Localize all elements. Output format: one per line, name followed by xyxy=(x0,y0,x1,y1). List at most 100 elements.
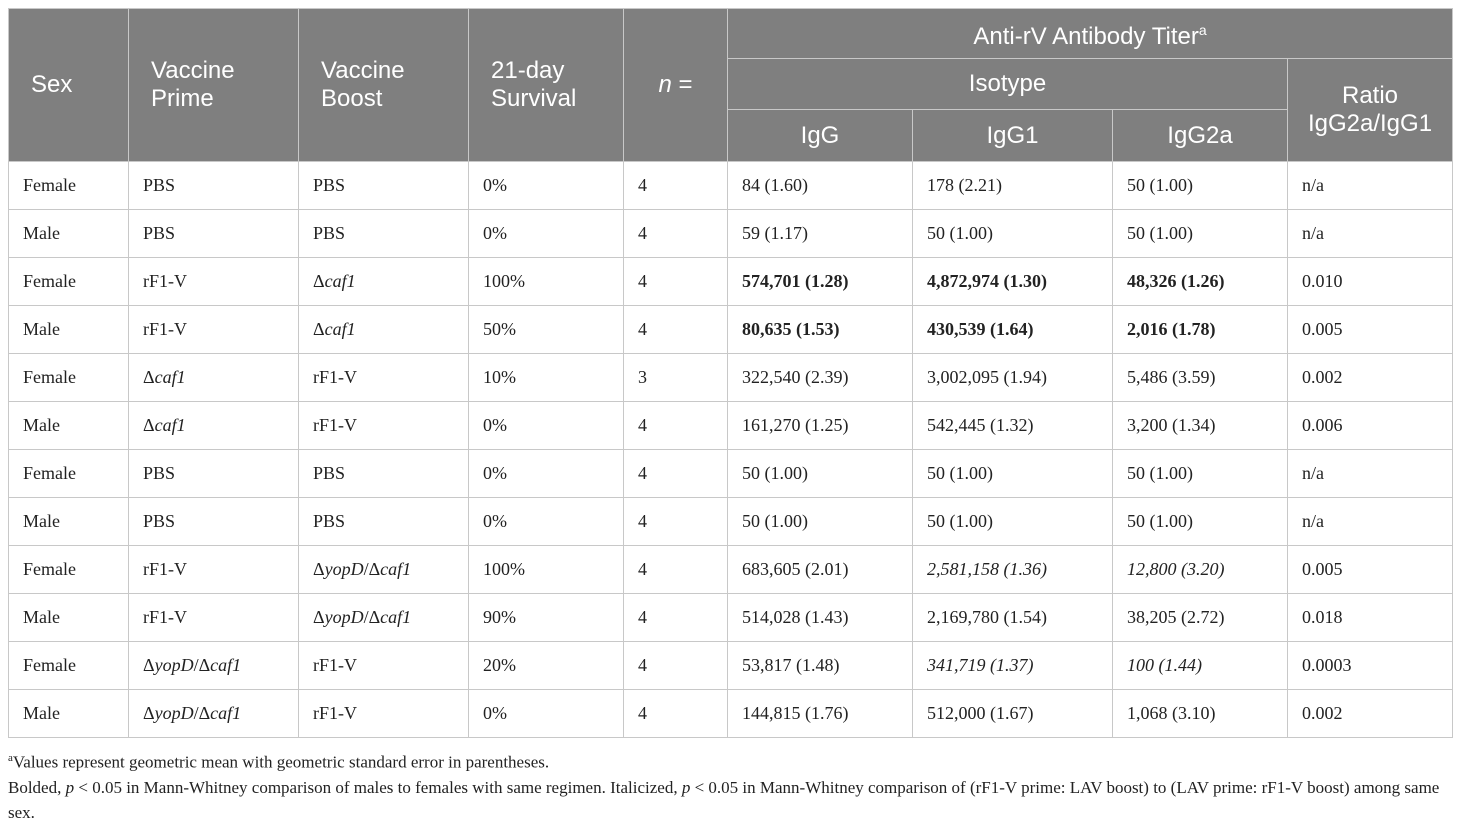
cell-n: 4 xyxy=(623,209,728,258)
cell-sex: Female xyxy=(8,641,129,690)
cell-igg1: 4,872,974 (1.30) xyxy=(912,257,1113,306)
table-row: Female rF1-V ΔyopD/Δcaf1 100% 4 683,605 (2.01… xyxy=(8,545,1454,594)
table-row: Female Δcaf1 rF1-V 10% 3 322,540 (2.39) 3,002,… xyxy=(8,353,1454,402)
cell-ratio: n/a xyxy=(1286,497,1454,546)
cell-igg1: 2,169,780 (1.54) xyxy=(912,593,1113,642)
cell-n: 4 xyxy=(623,305,728,354)
cell-prime: rF1-V xyxy=(128,545,299,594)
cell-igg1: 178 (2.21) xyxy=(912,161,1113,210)
cell-igg: 84 (1.60) xyxy=(727,161,913,210)
footnote-significance: Bolded, p < 0.05 in Mann-Whitney compari… xyxy=(8,777,1440,822)
header-n: n = xyxy=(623,8,728,162)
cell-survival: 10% xyxy=(468,353,624,402)
cell-igg1: 50 (1.00) xyxy=(912,449,1113,498)
table-row: Male rF1-V Δcaf1 50% 4 80,635 (1.53) 430,539 (… xyxy=(8,305,1454,354)
header-isotype: Isotype xyxy=(727,58,1288,110)
table-row: Female PBS PBS 0% 4 50 (1.00) 50 (1.00) 50 (1.0… xyxy=(8,449,1454,498)
cell-ratio: n/a xyxy=(1286,449,1454,498)
footnotes: aValues represent geometric mean with ge… xyxy=(8,746,1452,825)
cell-boost: ΔyopD/Δcaf1 xyxy=(298,545,469,594)
header-vaccine-boost: Vaccine Boost xyxy=(298,8,469,162)
header-igg: IgG xyxy=(727,109,913,162)
cell-boost: PBS xyxy=(298,161,469,210)
cell-igg2a: 38,205 (2.72) xyxy=(1112,593,1288,642)
cell-n: 3 xyxy=(623,353,728,402)
cell-ratio: 0.0003 xyxy=(1286,641,1454,690)
cell-boost: ΔyopD/Δcaf1 xyxy=(298,593,469,642)
cell-boost: rF1-V xyxy=(298,689,469,738)
cell-survival: 100% xyxy=(468,257,624,306)
cell-igg1: 341,719 (1.37) xyxy=(912,641,1113,690)
cell-igg: 144,815 (1.76) xyxy=(727,689,913,738)
cell-boost: rF1-V xyxy=(298,401,469,450)
cell-n: 4 xyxy=(623,689,728,738)
cell-survival: 50% xyxy=(468,305,624,354)
cell-sex: Female xyxy=(8,353,129,402)
table-container: Sex Vaccine Prime Vaccine Boost 21-day S… xyxy=(8,8,1454,825)
cell-igg: 322,540 (2.39) xyxy=(727,353,913,402)
cell-prime: Δcaf1 xyxy=(128,353,299,402)
cell-igg1: 430,539 (1.64) xyxy=(912,305,1113,354)
table-body: Female PBS PBS 0% 4 84 (1.60) 178 (2.21) 50 (1.… xyxy=(8,161,1454,738)
table-row: Male Δcaf1 rF1-V 0% 4 161,270 (1.25) 542,445 (… xyxy=(8,401,1454,450)
header-sex: Sex xyxy=(8,8,129,162)
cell-sex: Male xyxy=(8,209,129,258)
cell-sex: Male xyxy=(8,305,129,354)
header-igg1: IgG1 xyxy=(912,109,1113,162)
cell-igg1: 512,000 (1.67) xyxy=(912,689,1113,738)
cell-igg2a: 3,200 (1.34) xyxy=(1112,401,1288,450)
cell-igg1: 2,581,158 (1.36) xyxy=(912,545,1113,594)
cell-igg: 514,028 (1.43) xyxy=(727,593,913,642)
cell-igg2a: 50 (1.00) xyxy=(1112,449,1288,498)
cell-sex: Female xyxy=(8,545,129,594)
cell-survival: 0% xyxy=(468,689,624,738)
cell-igg2a: 48,326 (1.26) xyxy=(1112,257,1288,306)
cell-n: 4 xyxy=(623,161,728,210)
cell-igg: 80,635 (1.53) xyxy=(727,305,913,354)
cell-prime: rF1-V xyxy=(128,305,299,354)
table-row: Male ΔyopD/Δcaf1 rF1-V 0% 4 144,815 (1.76) 512… xyxy=(8,689,1454,738)
cell-igg: 53,817 (1.48) xyxy=(727,641,913,690)
cell-boost: PBS xyxy=(298,449,469,498)
cell-survival: 0% xyxy=(468,497,624,546)
cell-boost: rF1-V xyxy=(298,641,469,690)
cell-sex: Female xyxy=(8,449,129,498)
cell-igg2a: 100 (1.44) xyxy=(1112,641,1288,690)
footnote-mark: a xyxy=(1198,22,1207,38)
cell-igg2a: 5,486 (3.59) xyxy=(1112,353,1288,402)
cell-n: 4 xyxy=(623,449,728,498)
cell-prime: rF1-V xyxy=(128,593,299,642)
antibody-titer-table: Sex Vaccine Prime Vaccine Boost 21-day S… xyxy=(8,8,1454,738)
cell-ratio: 0.006 xyxy=(1286,401,1454,450)
cell-boost: PBS xyxy=(298,209,469,258)
cell-n: 4 xyxy=(623,593,728,642)
cell-igg: 574,701 (1.28) xyxy=(727,257,913,306)
cell-ratio: 0.018 xyxy=(1286,593,1454,642)
cell-boost: Δcaf1 xyxy=(298,257,469,306)
cell-n: 4 xyxy=(623,545,728,594)
cell-prime: rF1-V xyxy=(128,257,299,306)
cell-boost: rF1-V xyxy=(298,353,469,402)
cell-prime: Δcaf1 xyxy=(128,401,299,450)
cell-prime: PBS xyxy=(128,161,299,210)
cell-boost: PBS xyxy=(298,497,469,546)
cell-sex: Male xyxy=(8,689,129,738)
header-ratio: Ratio IgG2a/IgG1 xyxy=(1286,58,1454,162)
cell-ratio: 0.002 xyxy=(1286,353,1454,402)
cell-igg: 683,605 (2.01) xyxy=(727,545,913,594)
cell-igg: 59 (1.17) xyxy=(727,209,913,258)
header-vaccine-prime: Vaccine Prime xyxy=(128,8,299,162)
cell-igg2a: 1,068 (3.10) xyxy=(1112,689,1288,738)
cell-igg2a: 50 (1.00) xyxy=(1112,161,1288,210)
cell-ratio: 0.005 xyxy=(1286,545,1454,594)
header-titer: Anti-rV Antibody Titera xyxy=(726,8,1454,59)
cell-survival: 0% xyxy=(468,401,624,450)
cell-survival: 0% xyxy=(468,209,624,258)
cell-survival: 90% xyxy=(468,593,624,642)
cell-n: 4 xyxy=(623,401,728,450)
table-row: Female rF1-V Δcaf1 100% 4 574,701 (1.28) 4,872… xyxy=(8,257,1454,306)
cell-survival: 0% xyxy=(468,161,624,210)
cell-igg: 161,270 (1.25) xyxy=(727,401,913,450)
cell-sex: Male xyxy=(8,401,129,450)
cell-igg: 50 (1.00) xyxy=(727,449,913,498)
